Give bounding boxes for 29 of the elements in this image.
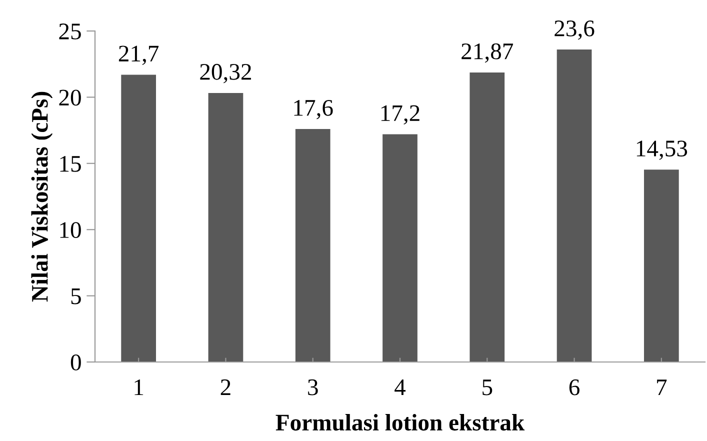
data-label: 14,53	[636, 140, 688, 160]
y-tick-label: 25	[59, 24, 81, 40]
x-tick-label: 4	[394, 380, 406, 396]
data-label: 17,2	[381, 105, 420, 125]
y-tick-label: 0	[70, 354, 81, 370]
y-tick-label: 10	[60, 222, 81, 238]
y-tick-label: 15	[60, 156, 81, 172]
x-tick-label: 3	[308, 379, 318, 396]
x-tick-label: 6	[569, 379, 580, 396]
bar	[644, 170, 679, 362]
data-label: 20,32	[200, 64, 251, 84]
x-tick-label: 5	[482, 380, 492, 396]
bar	[121, 74, 156, 362]
data-label: 23,6	[554, 20, 594, 40]
bar	[556, 50, 592, 362]
data-label: 21,87	[462, 43, 514, 63]
x-axis-title: Formulasi lotion ekstrak	[276, 414, 525, 431]
bar	[208, 92, 244, 362]
data-label: 21,7	[118, 46, 159, 65]
bar	[295, 128, 330, 362]
x-tick-label: 7	[657, 380, 667, 396]
bar	[382, 134, 418, 362]
x-tick-label: 1	[134, 379, 144, 396]
y-tick-label: 20	[59, 90, 81, 106]
data-label: 17,6	[294, 100, 333, 120]
x-tick-label: 2	[220, 379, 230, 396]
y-tick-label: 5	[71, 288, 81, 304]
y-axis-title: Nilai Viskositas (cPs)	[31, 92, 53, 302]
bar	[470, 72, 505, 362]
